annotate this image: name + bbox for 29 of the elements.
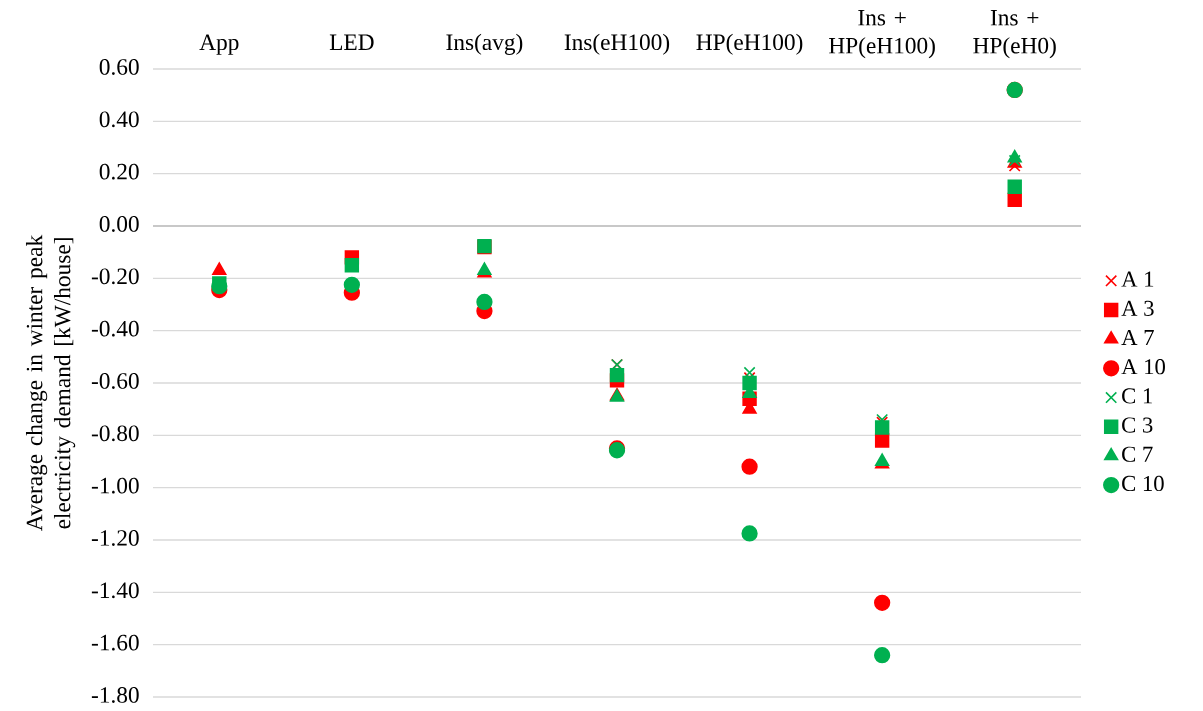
y-tick-label: -0.40 [91, 320, 139, 337]
y-tick-label: 0.60 [99, 59, 139, 75]
x-tick-label: HP(eH100) [696, 33, 803, 55]
legend-label: A 7 [1121, 329, 1154, 345]
y-tick-label: -1.20 [91, 530, 139, 546]
x-tick-label: Ins + HP(eH0) [973, 10, 1056, 59]
x-tick-label: LED [329, 34, 374, 50]
y-tick-label: -0.60 [91, 373, 139, 389]
legend-label: C 3 [1122, 417, 1153, 433]
x-tick-label: App [199, 34, 239, 55]
legend-label: A 3 [1121, 300, 1154, 316]
y-tick-label: 0.40 [99, 111, 139, 128]
x-tick-label: Ins(avg) [446, 33, 523, 55]
legend-label: C 7 [1122, 446, 1153, 462]
legend-label: C 10 [1122, 475, 1164, 492]
y-tick-label: -1.00 [91, 477, 139, 494]
y-tick-label: -0.20 [91, 268, 139, 285]
x-tick-label: Ins + HP(eH100) [829, 10, 935, 59]
y-tick-label: -0.80 [91, 425, 139, 442]
y-tick-label: 0.00 [99, 216, 139, 232]
y-tick-label: -1.80 [91, 687, 139, 703]
y-tick-label: -1.40 [91, 582, 139, 599]
y-tick-label: 0.20 [99, 163, 139, 180]
legend-label: C 1 [1122, 388, 1152, 404]
y-axis-title: Average change in winter peak electricity demand [kW/house] [25, 234, 76, 531]
x-tick-label: Ins(eH100) [564, 33, 670, 55]
y-tick-label: -1.60 [91, 634, 139, 651]
legend-label: A 1 [1121, 271, 1154, 287]
legend-label: A 10 [1121, 359, 1165, 375]
